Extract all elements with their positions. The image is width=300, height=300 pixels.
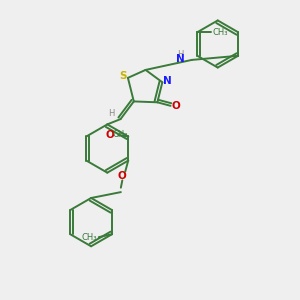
Text: CH₃: CH₃ <box>212 28 227 37</box>
Text: CH₃: CH₃ <box>82 233 97 242</box>
Text: N: N <box>176 54 184 64</box>
Text: H: H <box>109 109 115 118</box>
Text: O: O <box>172 101 180 111</box>
Text: N: N <box>163 76 172 86</box>
Text: O: O <box>106 130 114 140</box>
Text: methoxy: methoxy <box>97 134 103 135</box>
Text: H: H <box>177 50 183 59</box>
Text: S: S <box>119 71 126 81</box>
Text: CH₃: CH₃ <box>112 130 128 140</box>
Text: O: O <box>118 171 127 181</box>
